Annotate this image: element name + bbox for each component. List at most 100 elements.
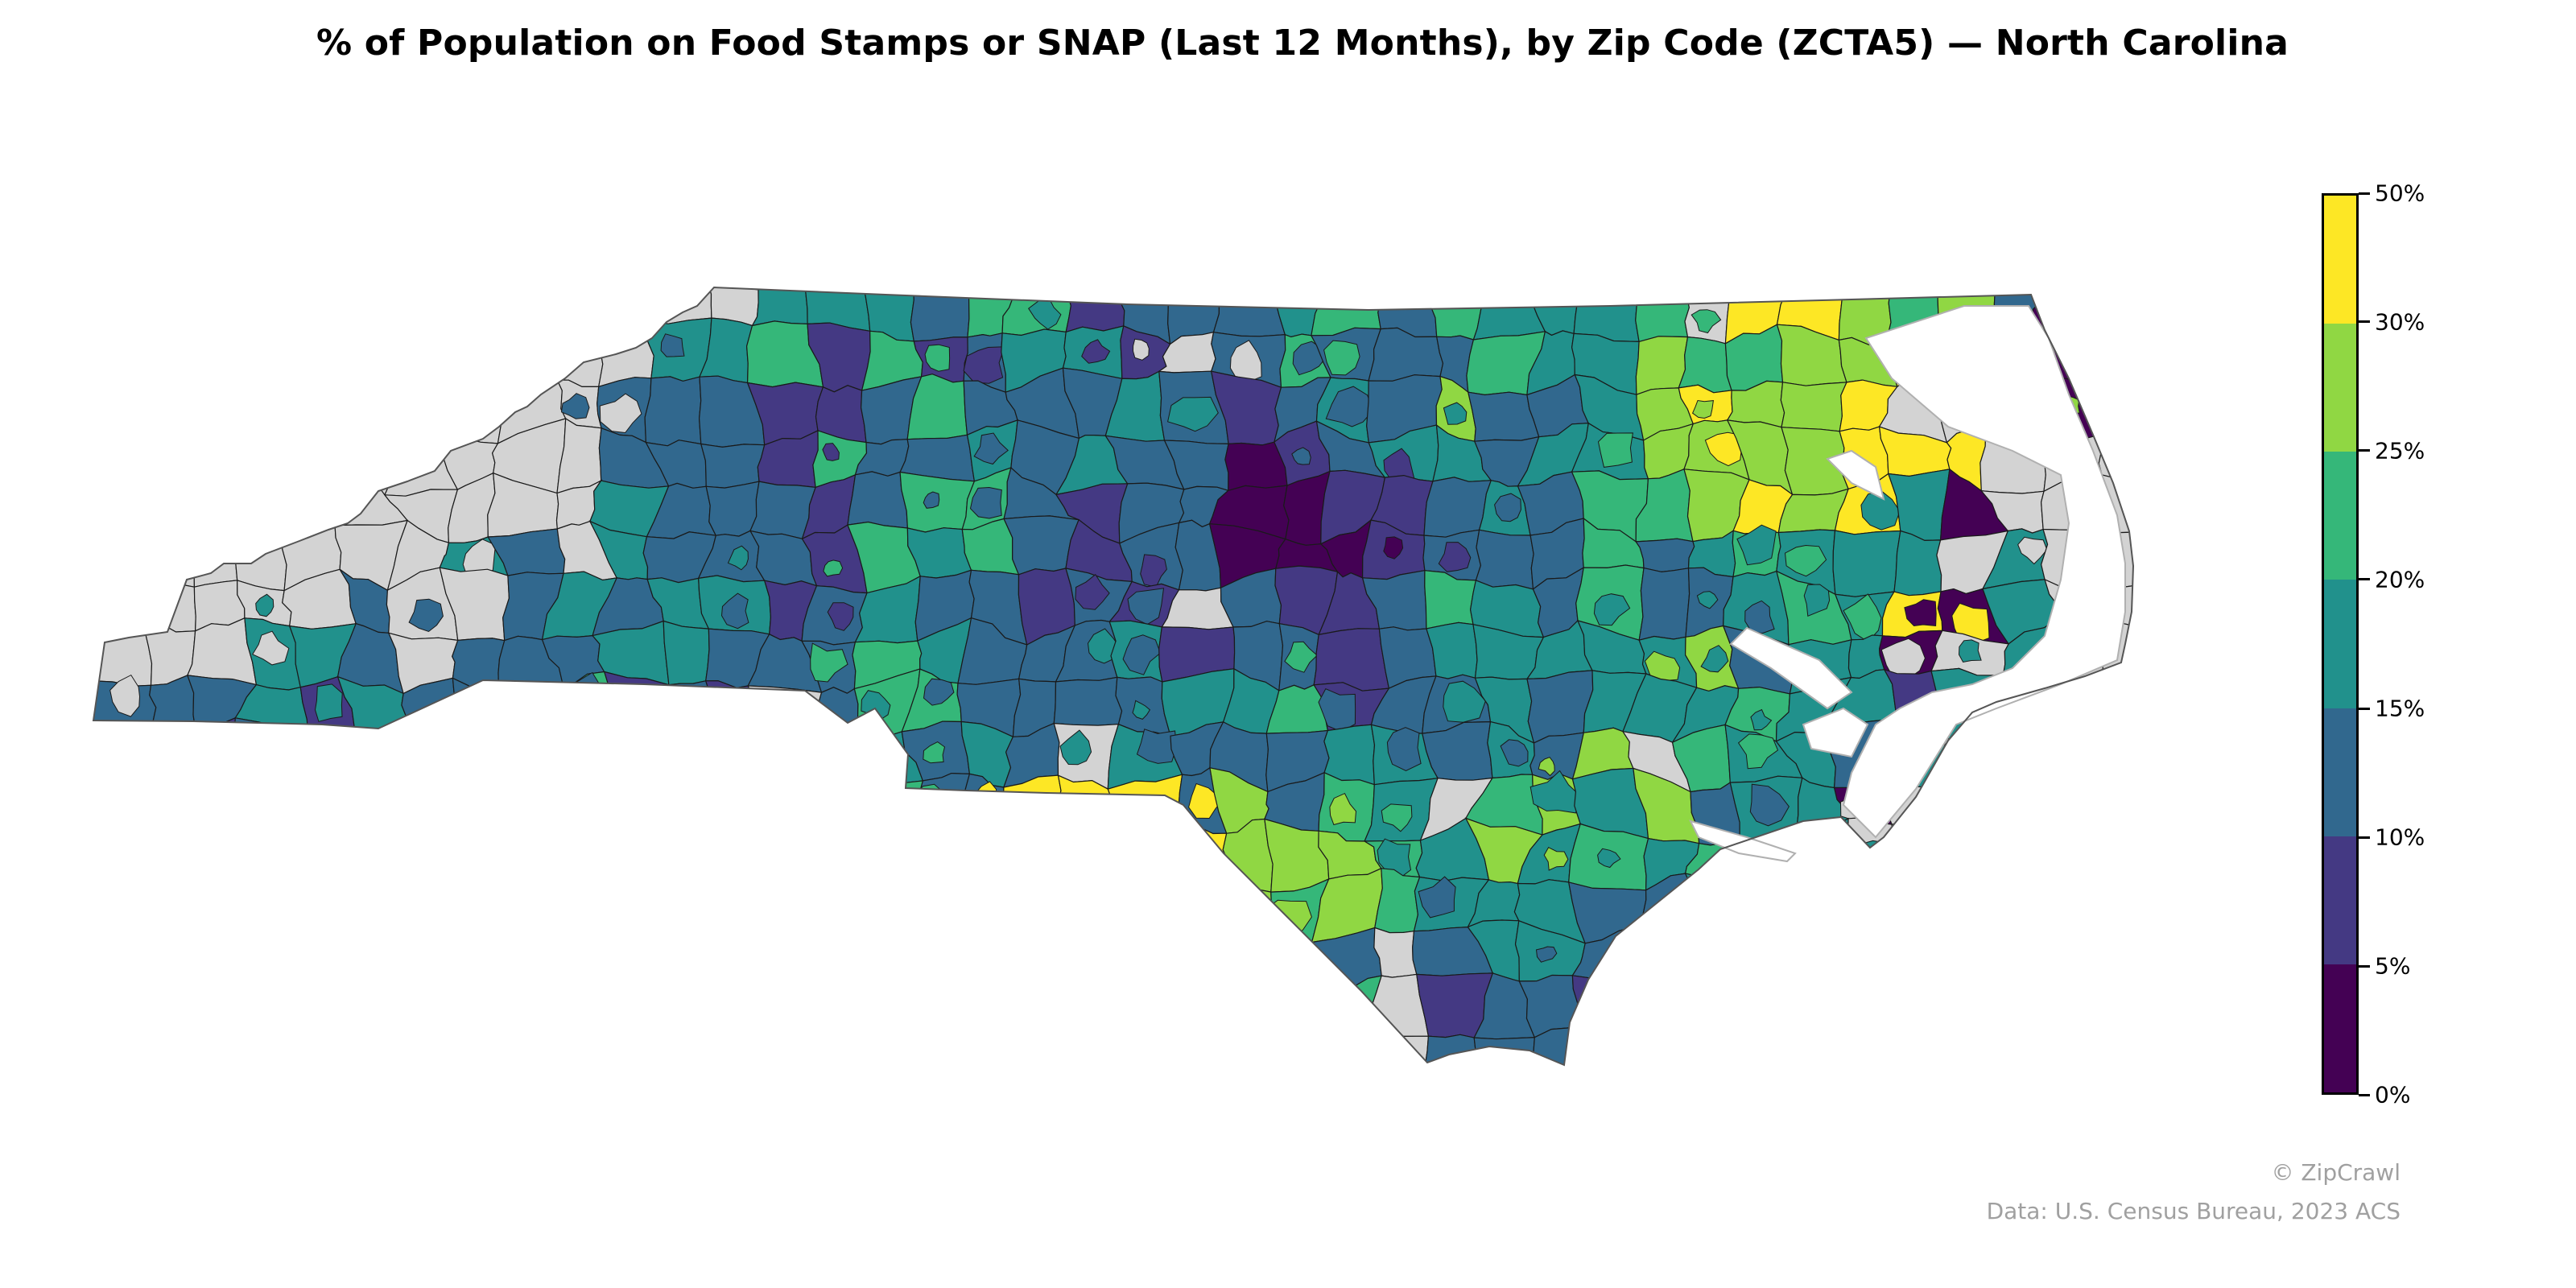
zip-region [301,833,357,890]
zip-region [1958,639,1982,663]
zip-region [1108,919,1183,992]
zip-region [419,758,448,781]
zip-region [1691,976,1743,1043]
zip-region [804,287,871,332]
water-body [1842,305,2126,839]
zip-region [235,320,303,390]
zip-region [1750,708,1773,731]
zip-region [1015,1016,1072,1065]
zip-region [1212,287,1286,337]
zip-region [1788,1020,1841,1065]
zip-region [235,1026,308,1065]
zip-region [727,545,749,571]
colorbar-segment [2324,964,2356,1092]
zip-region [1893,530,1942,597]
zip-region [759,700,798,730]
zip-region [296,427,355,485]
zip-region [93,381,144,433]
zip-region [299,928,356,979]
zip-region [1982,924,2060,989]
zip-region [2114,392,2133,421]
zip-region [595,916,668,992]
zip-region [751,287,811,327]
zip-region [1891,819,1951,889]
zip-region [1473,1037,1535,1065]
zip-region [1167,396,1219,432]
zip-region [1443,402,1468,425]
zip-region [849,866,926,934]
zip-region [497,687,564,745]
zip-region [191,287,246,342]
zip-region [1597,432,1633,468]
zip-region [298,318,352,390]
zip-region [1860,490,1901,530]
zip-region [1814,885,1835,904]
zip-region [1890,919,1937,973]
zip-region [1784,544,1827,577]
zip-region [1790,817,1849,883]
zip-region [827,602,854,631]
zip-region [1988,868,2060,935]
zip-region [1028,296,1062,330]
credit-text: © ZipCrawl [2271,1159,2401,1186]
zip-region [1690,309,1722,334]
zip-region [1055,825,1127,888]
zip-region [1006,879,1071,942]
zip-region [963,346,1005,384]
zip-region [547,287,605,345]
zip-region [1985,772,2060,826]
zip-region [1057,923,1125,992]
zip-region [1121,883,1161,925]
zip-region [1173,968,1235,1025]
zip-region [1065,287,1125,333]
zip-region [554,828,607,890]
zip-region [910,287,970,342]
zip-region [744,723,802,784]
zip-region [2089,828,2133,894]
zip-region [1345,287,1368,308]
zip-region [1494,493,1521,522]
zip-region [139,722,199,791]
zip-region [497,328,558,381]
zip-region [590,869,669,927]
zip-region [1945,819,2000,883]
zip-region [346,380,411,430]
zip-region [402,735,460,793]
zip-region [298,380,352,444]
zip-region [193,518,240,588]
zip-region [1329,792,1357,826]
zip-region [1781,986,1854,1033]
zip-region [955,880,1018,941]
zip-region [93,930,138,989]
zip-region [303,728,356,788]
zip-region [1938,781,1998,828]
zip-region [1112,1018,1174,1065]
zip-region [189,977,255,1029]
zip-region [1904,599,1937,627]
zip-region [798,687,859,744]
zip-region [692,939,763,985]
colorbar-tick [2359,192,2370,195]
zip-region [388,832,448,889]
zip-region [492,1023,553,1065]
zip-region [2055,719,2098,774]
zip-region [191,470,239,526]
zip-region [1475,529,1534,590]
colorbar-tick [2359,578,2370,581]
zip-region [1154,877,1228,941]
zip-region [2087,767,2133,835]
zip-region [233,820,308,890]
zip-region [849,827,917,894]
zip-region [663,869,709,942]
colorbar-tick [2359,1093,2370,1096]
zip-region [347,784,403,837]
zip-region [950,817,1018,890]
zip-region [924,344,951,372]
zip-region [807,867,855,935]
zip-region [565,782,593,809]
zip-region [549,769,607,840]
zip-region [2058,820,2101,894]
zip-region [1116,824,1179,889]
zip-region [133,980,196,1040]
zip-region [923,741,946,764]
